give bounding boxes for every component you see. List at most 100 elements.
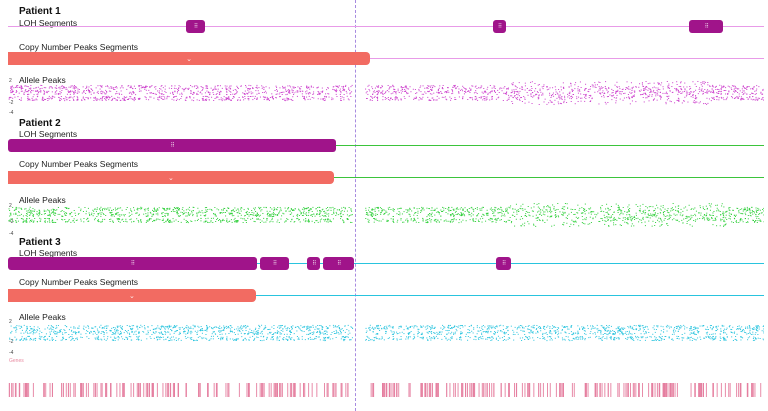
allele-peak-point: [564, 203, 566, 204]
allele-peak-point: [431, 88, 433, 90]
loh-segment[interactable]: ⠿: [689, 20, 724, 33]
allele-peak-point: [598, 336, 600, 338]
allele-peak-point: [200, 91, 202, 93]
allele-peak-point: [716, 210, 718, 212]
allele-peak-point: [553, 95, 555, 97]
allele-peak-point: [64, 214, 66, 216]
allele-peak-point: [751, 207, 753, 208]
loh-segment[interactable]: ⠿: [8, 139, 337, 152]
allele-peak-point: [97, 220, 99, 221]
allele-peak-point: [738, 212, 740, 214]
allele-peak-point: [172, 336, 174, 338]
allele-peak-point: [763, 325, 764, 327]
allele-peak-point: [460, 207, 462, 209]
allele-peak-point: [601, 210, 603, 212]
allele-peak-point: [603, 92, 605, 94]
allele-peak-point: [396, 97, 398, 99]
allele-peak-point: [440, 92, 442, 94]
allele-peak-point: [289, 333, 291, 335]
allele-peak-point: [445, 91, 447, 92]
loh-segment[interactable]: ⠿: [8, 257, 257, 270]
allele-peak-point: [528, 339, 530, 340]
allele-peak-point: [177, 215, 179, 217]
allele-peak-point: [316, 87, 318, 89]
allele-peak-point: [748, 86, 750, 88]
cn-segment-bar[interactable]: ⌄: [8, 171, 334, 184]
allele-peak-point: [257, 214, 259, 216]
allele-peak-point: [105, 93, 107, 95]
allele-peak-point: [365, 339, 367, 341]
cn-segment-bar[interactable]: ⌄: [8, 52, 371, 65]
allele-peak-point: [445, 98, 447, 100]
allele-peak-point: [668, 87, 670, 88]
allele-peak-point: [401, 87, 403, 89]
allele-peak-point: [666, 95, 668, 97]
allele-peak-point: [695, 96, 697, 98]
allele-peak-point: [97, 90, 99, 92]
allele-peak-point: [624, 92, 626, 94]
allele-peak-point: [365, 88, 367, 90]
allele-peak-point: [168, 220, 170, 222]
allele-peak-point: [414, 212, 416, 214]
allele-peak-point: [475, 99, 477, 101]
allele-peak-point: [121, 86, 123, 88]
allele-peak-point: [272, 97, 274, 99]
allele-peak-point: [438, 221, 440, 223]
allele-peak-point: [66, 213, 68, 214]
allele-peak-point: [15, 206, 17, 208]
allele-peak-point: [289, 330, 291, 331]
loh-segment[interactable]: ⠿: [259, 257, 290, 270]
allele-peak-point: [600, 218, 602, 219]
allele-peak-point: [198, 210, 200, 212]
allele-peak-point: [25, 85, 27, 87]
allele-peak-point: [371, 212, 373, 214]
allele-peak-point: [520, 208, 522, 210]
allele-peak-point: [462, 210, 464, 211]
allele-peak-point: [446, 99, 448, 101]
allele-peak-point: [217, 85, 219, 87]
allele-peak-point: [332, 206, 334, 208]
allele-peak-point: [233, 219, 235, 221]
allele-peak-point: [645, 97, 647, 99]
allele-peak-point: [237, 220, 239, 221]
allele-peak-point: [262, 92, 264, 93]
allele-peak-point: [19, 86, 21, 88]
allele-peak-point: [151, 216, 153, 217]
allele-peak-point: [307, 98, 309, 100]
allele-peak-point: [386, 328, 388, 330]
allele-peak-point: [253, 220, 255, 222]
allele-peak-point: [34, 338, 36, 340]
allele-peak-point: [111, 215, 113, 217]
allele-peak-point: [588, 91, 590, 93]
allele-peak-point: [543, 101, 545, 103]
loh-segment[interactable]: ⠿: [492, 20, 507, 33]
allele-peak-point: [63, 87, 65, 88]
allele-peak-point: [70, 96, 72, 98]
allele-peak-point: [293, 339, 295, 341]
allele-peak-point: [641, 82, 643, 84]
allele-peak-point: [738, 222, 740, 223]
allele-peak-point: [319, 219, 321, 221]
allele-peak-point: [366, 91, 368, 93]
loh-segment[interactable]: ⠿: [496, 257, 511, 270]
allele-peak-point: [335, 91, 337, 93]
allele-peak-point: [628, 218, 630, 220]
allele-peak-point: [607, 207, 609, 209]
allele-peak-point: [516, 210, 518, 211]
allele-peak-point: [400, 219, 402, 221]
allele-peak-point: [285, 210, 287, 212]
allele-peak-point: [549, 216, 551, 218]
loh-segment[interactable]: ⠿: [323, 257, 355, 270]
allele-peak-point: [600, 206, 602, 208]
cn-segment-bar[interactable]: ⌄: [8, 289, 256, 302]
allele-peak-point: [439, 85, 441, 87]
allele-peak-point: [119, 87, 121, 89]
loh-segment[interactable]: ⠿: [307, 257, 321, 270]
allele-peak-point: [615, 224, 617, 226]
allele-peak-point: [577, 90, 579, 92]
allele-peak-point: [459, 219, 461, 221]
allele-peak-point: [583, 208, 585, 210]
loh-segment[interactable]: ⠿: [186, 20, 205, 33]
allele-peak-point: [212, 217, 214, 219]
allele-peak-point: [344, 331, 346, 333]
